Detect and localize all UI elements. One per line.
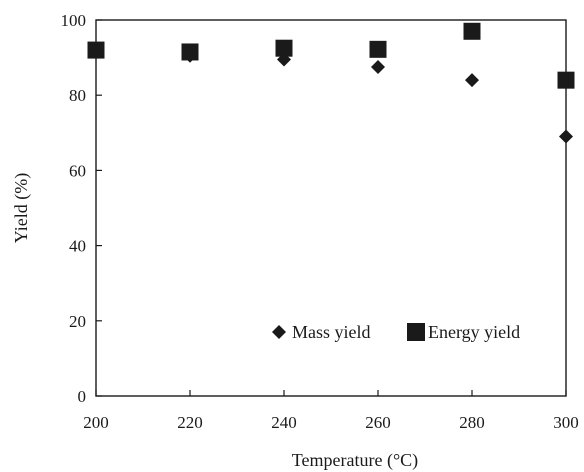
data-point-diamond: [465, 73, 479, 88]
x-tick-label: 280: [459, 413, 485, 432]
y-tick-label: 80: [69, 86, 86, 105]
data-point-square: [87, 41, 105, 59]
series-energy-yield: [87, 22, 575, 89]
x-tick-label: 220: [177, 413, 203, 432]
legend-marker-square: [407, 323, 425, 341]
x-tick-label: 240: [271, 413, 297, 432]
data-point-diamond: [371, 60, 385, 74]
y-tick-label: 60: [69, 161, 86, 180]
data-point-square: [463, 22, 481, 40]
data-point-diamond: [559, 129, 573, 144]
series-layer: [87, 22, 575, 144]
x-axis-title: Temperature (°C): [292, 450, 418, 471]
data-point-square: [181, 43, 199, 61]
legend-item-mass-yield: Mass yield: [272, 322, 371, 342]
data-point-square: [275, 39, 293, 57]
data-point-square: [557, 71, 575, 89]
x-axis: 200 220 240 260 280 300: [83, 390, 579, 432]
x-tick-label: 260: [365, 413, 391, 432]
x-tick-label: 300: [553, 413, 579, 432]
y-tick-label: 40: [69, 237, 86, 256]
y-tick-label: 100: [61, 11, 87, 30]
legend-marker-diamond: [272, 325, 286, 339]
y-tick-label: 0: [78, 387, 87, 406]
legend-label-mass-yield: Mass yield: [292, 322, 371, 342]
x-tick-label: 200: [83, 413, 109, 432]
legend: Mass yield Energy yield: [272, 322, 520, 342]
legend-label-energy-yield: Energy yield: [428, 322, 520, 342]
y-tick-label: 20: [69, 312, 86, 331]
series-mass-yield: [89, 43, 573, 144]
y-axis: 0 20 40 60 80 100: [61, 11, 102, 406]
legend-item-energy-yield: Energy yield: [407, 322, 520, 342]
y-axis-title: Yield (%): [11, 173, 32, 243]
data-point-square: [369, 40, 387, 58]
plot-border: [95, 19, 567, 397]
plot-frame: [95, 19, 567, 397]
